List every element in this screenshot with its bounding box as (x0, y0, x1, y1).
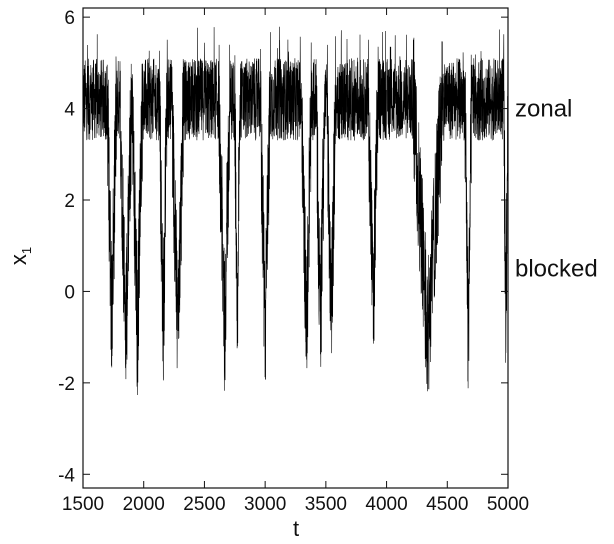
y-tick-label: -2 (58, 374, 75, 395)
y-tick-label: 0 (64, 282, 75, 303)
y-tick-label: 4 (64, 100, 75, 121)
x-tick-label: 3500 (305, 494, 347, 515)
x-tick-label: 3000 (244, 494, 286, 515)
x-tick-label: 4500 (426, 494, 468, 515)
y-axis-title-subscript: 1 (19, 247, 34, 254)
x-tick-label: 1500 (62, 494, 104, 515)
x-tick-label: 4000 (365, 494, 407, 515)
y-axis-title-main: x (6, 254, 31, 265)
annotation-zonal: zonal (515, 96, 572, 123)
y-tick-label: 2 (64, 191, 75, 212)
series-path (82, 26, 509, 396)
x-axis-title: t (293, 516, 299, 541)
y-axis-ticks: -4 -2 0 2 4 6 (58, 8, 508, 486)
x-tick-label: 2000 (123, 494, 165, 515)
x-tick-label: 5000 (487, 494, 529, 515)
y-axis-title: x1 (6, 247, 34, 265)
x-tick-label: 2500 (183, 494, 225, 515)
x-axis-ticks: 1500 2000 2500 3000 3500 4000 4500 5000 (62, 8, 529, 515)
y-tick-label: -4 (58, 465, 75, 486)
y-tick-label: 6 (64, 8, 75, 29)
annotation-blocked: blocked (515, 256, 598, 283)
series-line (82, 26, 509, 396)
